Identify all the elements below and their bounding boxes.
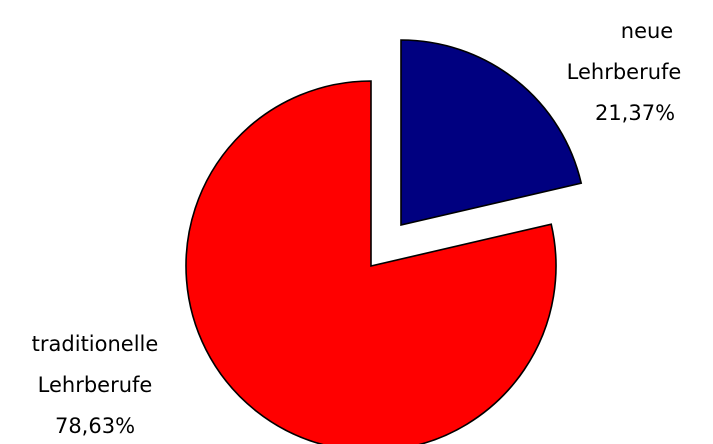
slice-label-traditionelle-line1: traditionelle	[32, 332, 159, 356]
slice-label-traditionelle-line2: Lehrberufe	[38, 373, 153, 397]
slice-value-neue: 21,37%	[595, 101, 675, 125]
pie-slice-neue	[400, 39, 583, 227]
slice-label-neue-line1: neue	[621, 19, 673, 43]
pie-slice-traditionelle	[185, 80, 557, 444]
slice-label-neue-line2: Lehrberufe	[567, 60, 682, 84]
slice-value-traditionelle: 78,63%	[55, 414, 135, 438]
slices-layer	[185, 39, 583, 444]
